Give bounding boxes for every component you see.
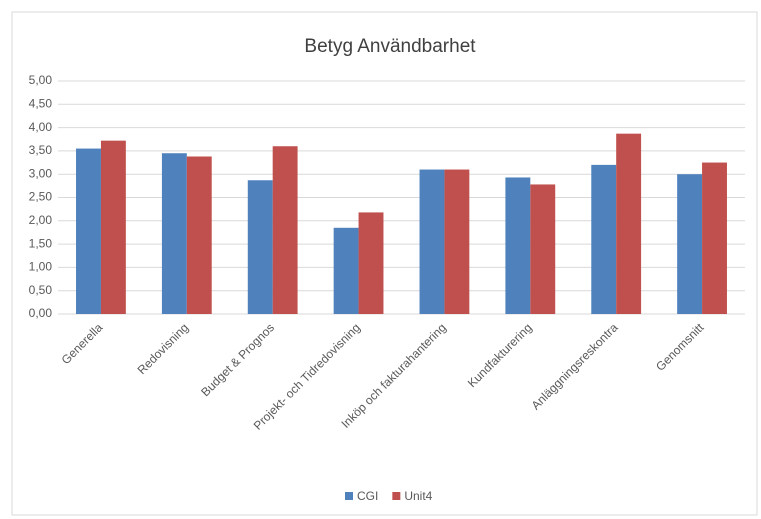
chart-title: Betyg Användbarhet — [304, 36, 476, 57]
y-tick-label: 0,00 — [29, 306, 53, 320]
bar — [591, 164, 617, 314]
y-tick-label: 0,50 — [29, 283, 53, 297]
bar — [444, 169, 470, 314]
y-tick-label: 2,00 — [29, 213, 53, 227]
y-tick-label: 2,50 — [29, 190, 53, 204]
legend-label: Unit4 — [404, 489, 432, 503]
legend-swatch — [392, 492, 401, 500]
bar — [530, 184, 556, 314]
y-tick-label: 3,50 — [29, 143, 53, 157]
bar — [616, 133, 642, 314]
bar — [272, 146, 298, 314]
bar — [677, 174, 703, 314]
bar — [186, 156, 212, 314]
legend-label: CGI — [357, 489, 378, 503]
bar — [419, 169, 445, 314]
bar — [247, 180, 273, 314]
bar — [702, 162, 727, 314]
bar — [505, 177, 531, 314]
y-tick-label: 4,00 — [29, 120, 53, 134]
bar — [76, 148, 101, 314]
y-tick-label: 1,00 — [29, 260, 53, 274]
bar — [333, 227, 359, 314]
legend-swatch — [345, 492, 353, 500]
y-tick-label: 1,50 — [29, 236, 53, 250]
y-tick-label: 3,00 — [29, 166, 53, 180]
y-tick-label: 4,50 — [29, 96, 53, 110]
bar — [358, 212, 384, 314]
bar — [100, 140, 126, 314]
y-tick-label: 5,00 — [29, 73, 53, 87]
bar — [161, 153, 187, 314]
